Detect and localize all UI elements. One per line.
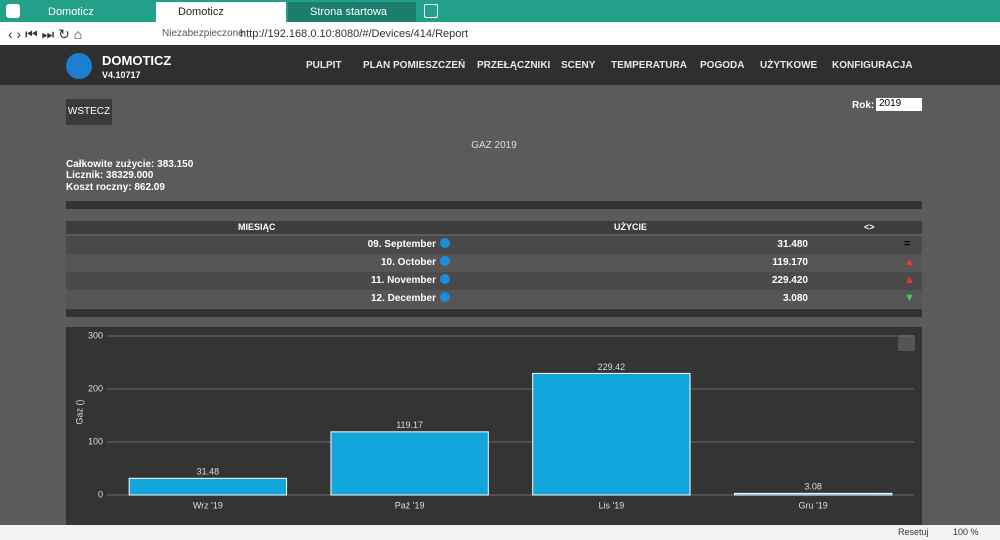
version: V4.10717 bbox=[102, 70, 141, 80]
back-button[interactable]: WSTECZ bbox=[66, 99, 112, 125]
data-label: 119.17 bbox=[396, 420, 423, 430]
status-bar: Resetuj 100 % bbox=[0, 525, 1000, 540]
nav-buttons[interactable]: ‹ › ⏮ ⏭ ↻ ⌂ bbox=[8, 26, 83, 42]
nav-item[interactable]: TEMPERATURA bbox=[611, 60, 687, 71]
month: 10. October bbox=[380, 257, 436, 268]
usage: 119.170 bbox=[772, 257, 808, 268]
separator bbox=[66, 309, 922, 317]
reset[interactable]: Resetuj bbox=[898, 527, 929, 537]
stat: Licznik: 38329.000 bbox=[66, 170, 154, 181]
trend-icon: = bbox=[904, 238, 911, 250]
table-row: 11. November 229.420 ▲ bbox=[66, 272, 922, 290]
col-header[interactable]: UŻYCIE bbox=[614, 222, 648, 232]
chart-menu[interactable] bbox=[898, 335, 915, 351]
nav-item[interactable]: KONFIGURACJA bbox=[832, 60, 913, 71]
nav-item[interactable]: PLAN POMIESZCZEŃ bbox=[363, 60, 466, 71]
trend-icon: ▲ bbox=[904, 256, 915, 268]
brand: DOMOTICZ bbox=[102, 53, 172, 68]
usage: 3.080 bbox=[782, 293, 808, 304]
year-select[interactable]: 2019 bbox=[876, 98, 922, 111]
trend-icon: ▲ bbox=[904, 274, 915, 286]
report-title: GAZ 2019 bbox=[471, 140, 517, 151]
data-label: 31.48 bbox=[197, 467, 220, 477]
info-icon[interactable] bbox=[440, 274, 450, 284]
separator bbox=[66, 201, 922, 209]
bar bbox=[330, 431, 489, 496]
data-label: 3.08 bbox=[804, 482, 822, 492]
table-row: 10. October 119.170 ▲ bbox=[66, 254, 922, 272]
browser-icon[interactable] bbox=[6, 4, 20, 18]
nav-item[interactable]: UŻYTKOWE bbox=[760, 60, 818, 71]
month: 12. December bbox=[370, 293, 436, 304]
security: Niezabezpieczone bbox=[162, 28, 244, 39]
tab[interactable]: Strona startowa bbox=[288, 2, 416, 22]
logo bbox=[66, 53, 92, 79]
y-tick-label: 200 bbox=[88, 383, 103, 393]
info-icon[interactable] bbox=[440, 238, 450, 248]
zoom[interactable]: 100 % bbox=[953, 527, 979, 537]
tab-active[interactable]: Domoticz bbox=[156, 2, 286, 22]
x-tick-label: Wrz '19 bbox=[193, 500, 223, 510]
table-row: 09. September 31.480 = bbox=[66, 236, 922, 254]
month: 11. November bbox=[370, 275, 436, 286]
y-tick-label: 300 bbox=[88, 330, 103, 340]
x-tick-label: Gru '19 bbox=[799, 500, 828, 510]
y-tick-label: 0 bbox=[98, 489, 103, 499]
trend-icon: ▼ bbox=[904, 292, 915, 304]
y-tick-label: 100 bbox=[88, 436, 103, 446]
month: 09. September bbox=[367, 239, 436, 250]
nav-item[interactable]: SCENY bbox=[561, 60, 596, 71]
usage: 31.480 bbox=[777, 239, 808, 250]
info-icon[interactable] bbox=[440, 292, 450, 302]
table-header: MIESIĄC UŻYCIE <> bbox=[66, 221, 922, 234]
stat: Całkowite zużycie: 383.150 bbox=[66, 159, 194, 170]
address-bar: ‹ › ⏮ ⏭ ↻ ⌂ Niezabezpieczone http://192.… bbox=[0, 22, 1000, 46]
col-header[interactable]: MIESIĄC bbox=[238, 222, 276, 232]
nav-item[interactable]: PRZEŁĄCZNIKI bbox=[477, 60, 551, 71]
nav-item[interactable]: PULPIT bbox=[306, 60, 342, 71]
x-tick-label: Lis '19 bbox=[599, 500, 625, 510]
url[interactable]: http://192.168.0.10:8080/#/Devices/414/R… bbox=[240, 28, 469, 40]
year-label: Rok: bbox=[852, 100, 875, 111]
bar bbox=[128, 477, 288, 496]
stat: Koszt roczny: 862.09 bbox=[66, 182, 165, 193]
info-icon[interactable] bbox=[440, 256, 450, 266]
y-axis-title: Gaz () bbox=[74, 399, 84, 424]
nav-item[interactable]: POGODA bbox=[700, 60, 745, 71]
tab-bar: Domoticz Domoticz Strona startowa bbox=[0, 0, 1000, 22]
new-tab[interactable] bbox=[424, 4, 438, 18]
bar bbox=[733, 492, 893, 496]
data-label: 229.42 bbox=[598, 362, 626, 372]
tab[interactable]: Domoticz bbox=[48, 6, 94, 18]
col-header[interactable]: <> bbox=[864, 222, 875, 232]
app-header: DOMOTICZ V4.10717 PULPIT PLAN POMIESZCZEŃ… bbox=[0, 45, 1000, 85]
chart: Gaz () 0 100 200 300 Wrz '19 31.48 Paź '19 119.… bbox=[66, 327, 922, 525]
table-row: 12. December 3.080 ▼ bbox=[66, 290, 922, 308]
x-tick-label: Paź '19 bbox=[395, 500, 425, 510]
usage: 229.420 bbox=[771, 275, 808, 286]
bar bbox=[532, 372, 691, 496]
